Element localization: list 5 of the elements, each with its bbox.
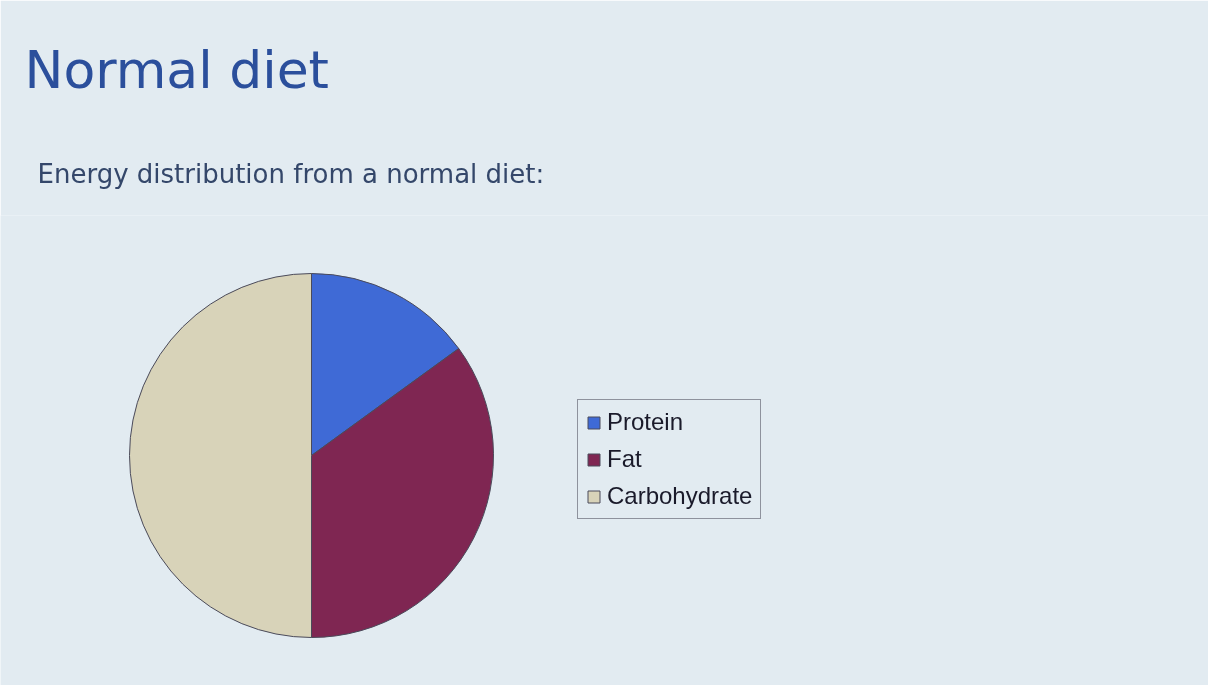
legend-label: Carbohydrate xyxy=(607,482,753,510)
legend-label: Protein xyxy=(607,408,684,436)
chart-title: Normal diet xyxy=(24,39,330,100)
chart-subtitle: Energy distribution from a normal diet: xyxy=(37,158,545,189)
legend-label: Fat xyxy=(607,445,642,473)
